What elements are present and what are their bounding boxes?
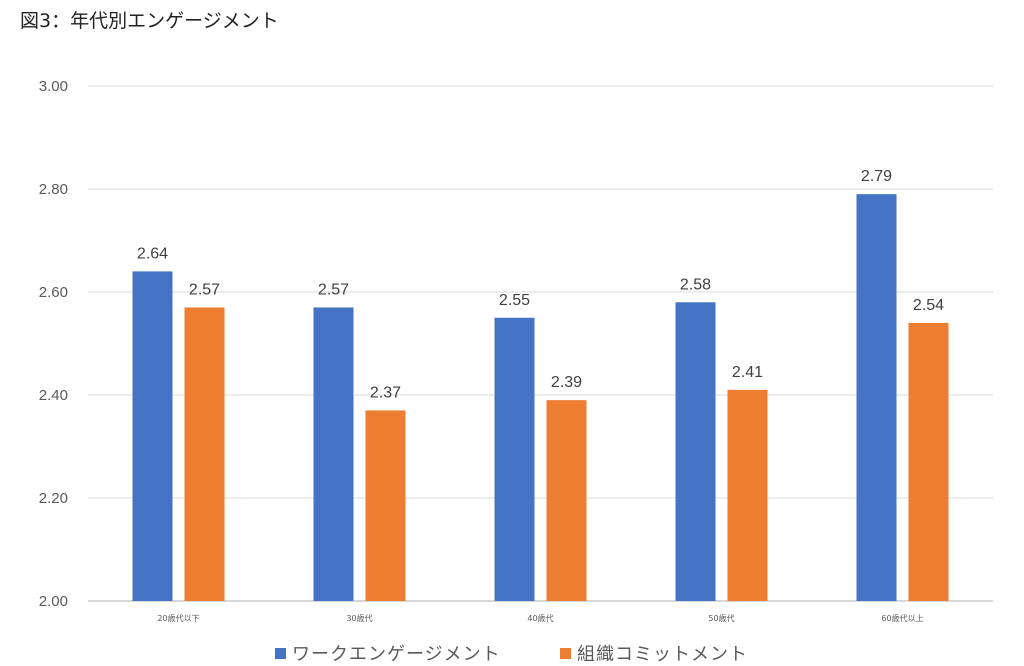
data-label: 2.57 — [189, 281, 220, 298]
bar-org-commitment — [908, 322, 949, 601]
data-label: 2.37 — [370, 384, 401, 401]
y-tick-label: 2.60 — [39, 284, 68, 301]
y-tick-label: 2.00 — [39, 593, 68, 610]
data-label: 2.55 — [499, 292, 530, 309]
x-tick-label: 50歳代 — [708, 613, 734, 623]
bar-org-commitment — [546, 400, 587, 601]
legend-label-org-commitment: 組織コミットメント — [577, 644, 748, 665]
bar-org-commitment — [184, 307, 225, 601]
data-label: 2.64 — [137, 245, 168, 262]
x-tick-label: 30歳代 — [346, 613, 372, 623]
bar-org-commitment — [365, 410, 406, 601]
data-label: 2.79 — [861, 168, 892, 185]
y-tick-label: 2.20 — [39, 490, 68, 507]
data-labels: 2.64 2.57 2.57 2.37 2.55 2.39 2.58 2.41 2.79 2.54 — [137, 168, 944, 401]
legend-label-work-engagement: ワークエンゲージメント — [292, 644, 501, 665]
data-label: 2.58 — [680, 276, 711, 293]
x-tick-label: 40歳代 — [527, 613, 553, 623]
bar-work-engagement — [494, 317, 535, 601]
x-tick-label: 60歳代以上 — [881, 613, 923, 623]
legend: ワークエンゲージメント 組織コミットメント — [275, 644, 748, 665]
y-tick-label: 3.00 — [39, 78, 68, 95]
legend-swatch-org-commitment — [560, 648, 571, 659]
data-label: 2.54 — [913, 297, 944, 314]
bar-work-engagement — [132, 271, 173, 601]
x-tick-label: 20歳代以下 — [157, 613, 199, 623]
bar-work-engagement — [675, 302, 716, 601]
data-label: 2.41 — [732, 364, 763, 381]
legend-swatch-work-engagement — [275, 648, 286, 659]
y-tick-label: 2.40 — [39, 387, 68, 404]
x-axis-ticks: 20歳代以下 30歳代 40歳代 50歳代 60歳代以上 — [157, 613, 923, 623]
data-label: 2.39 — [551, 374, 582, 391]
y-tick-label: 2.80 — [39, 181, 68, 198]
bar-work-engagement — [313, 307, 354, 601]
bars — [132, 194, 949, 601]
chart-title: 図3：年代別エンゲージメント — [20, 10, 279, 32]
data-label: 2.57 — [318, 281, 349, 298]
bar-work-engagement — [856, 194, 897, 601]
y-axis-ticks: 2.00 2.20 2.40 2.60 2.80 3.00 — [39, 78, 68, 610]
gridlines — [88, 85, 993, 602]
bar-org-commitment — [727, 389, 768, 601]
